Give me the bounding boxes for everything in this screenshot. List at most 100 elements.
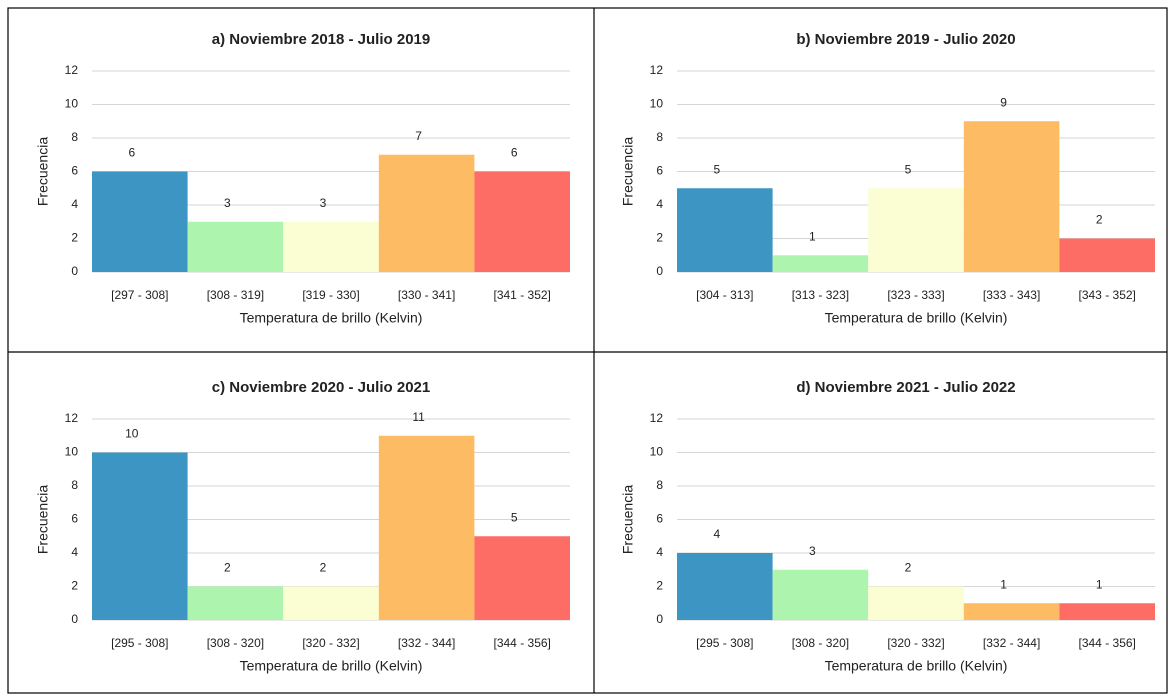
x-tick-label: [297 - 308] [111,288,168,302]
y-axis-label: Frecuencia [35,137,51,206]
x-tick-label: [333 - 343] [983,288,1040,302]
y-tick-label: 4 [71,197,78,211]
y-tick-label: 2 [71,579,78,593]
x-tick-label: [320 - 332] [302,636,359,650]
data-label: 1 [809,229,816,243]
y-tick-label: 0 [656,264,663,278]
table-border [7,7,1168,694]
data-label: 5 [713,162,720,176]
data-label: 11 [412,410,425,424]
bar [283,221,379,272]
y-tick-label: 4 [656,545,663,559]
data-label: 3 [320,196,327,210]
bar [772,569,869,620]
y-tick-label: 2 [656,231,663,245]
bar [92,171,188,272]
bar [474,536,570,620]
x-tick-label: [295 - 308] [696,636,753,650]
x-tick-label: [308 - 320] [792,636,849,650]
y-tick-label: 10 [650,97,664,111]
y-tick-label: 8 [656,130,663,144]
y-tick-label: 10 [650,445,664,459]
y-tick-label: 8 [71,130,78,144]
data-label: 1 [1096,577,1103,591]
x-tick-label: [344 - 356] [494,636,551,650]
x-axis-label: Temperatura de brillo (Kelvin) [825,310,1008,326]
x-tick-label: [332 - 344] [983,636,1040,650]
x-tick-label: [330 - 341] [398,288,455,302]
y-tick-label: 4 [656,197,663,211]
y-tick-label: 0 [71,612,78,626]
x-tick-label: [341 - 352] [494,288,551,302]
y-tick-label: 12 [650,411,664,425]
y-tick-label: 0 [656,612,663,626]
bar [772,255,869,272]
bar [378,435,475,620]
x-tick-label: [320 - 332] [887,636,944,650]
bar [187,221,284,272]
y-tick-label: 6 [71,164,78,178]
x-tick-label: [313 - 323] [792,288,849,302]
bar [474,171,570,272]
y-tick-label: 8 [656,478,663,492]
data-label: 2 [224,561,231,575]
bar [868,188,964,272]
data-label: 3 [224,196,231,210]
bar [1059,603,1155,620]
y-tick-label: 6 [656,512,663,526]
data-label: 7 [415,129,422,143]
x-tick-label: [295 - 308] [111,636,168,650]
bar [187,586,284,620]
data-label: 2 [1096,213,1103,227]
y-tick-label: 12 [65,63,79,77]
chart-title: a) Noviembre 2018 - Julio 2019 [212,31,430,48]
data-label: 6 [128,146,135,160]
y-axis-label: Frecuencia [620,137,636,206]
bar [677,188,773,272]
x-axis-label: Temperatura de brillo (Kelvin) [825,658,1008,674]
y-tick-label: 10 [65,445,79,459]
x-tick-label: [308 - 319] [207,288,264,302]
x-tick-label: [343 - 352] [1079,288,1136,302]
y-axis-label: Frecuencia [35,485,51,554]
x-tick-label: [308 - 320] [207,636,264,650]
bar [677,553,773,620]
data-label: 3 [809,544,816,558]
y-tick-label: 12 [650,63,664,77]
x-axis-label: Temperatura de brillo (Kelvin) [240,310,423,326]
y-tick-label: 4 [71,545,78,559]
chart-title: b) Noviembre 2019 - Julio 2020 [796,31,1015,48]
data-label: 2 [905,561,912,575]
y-tick-label: 12 [65,411,79,425]
data-label: 10 [125,427,139,441]
y-tick-label: 2 [656,579,663,593]
x-tick-label: [304 - 313] [696,288,753,302]
bar [1059,238,1155,272]
chart-title: c) Noviembre 2020 - Julio 2021 [212,379,430,396]
y-tick-label: 6 [656,164,663,178]
bar [963,603,1060,620]
data-label: 1 [1000,577,1007,591]
bar [868,586,964,620]
y-tick-label: 0 [71,264,78,278]
bar [92,452,188,620]
y-tick-label: 6 [71,512,78,526]
data-label: 9 [1000,95,1007,109]
data-label: 5 [905,162,912,176]
chart-title: d) Noviembre 2021 - Julio 2022 [796,379,1015,396]
bar [378,154,475,272]
data-label: 2 [320,561,327,575]
y-tick-label: 10 [65,97,79,111]
data-label: 6 [511,146,518,160]
x-tick-label: [319 - 330] [302,288,359,302]
x-tick-label: [344 - 356] [1079,636,1136,650]
bar [963,121,1060,272]
y-tick-label: 8 [71,478,78,492]
x-axis-label: Temperatura de brillo (Kelvin) [240,658,423,674]
bar [283,586,379,620]
y-axis-label: Frecuencia [620,485,636,554]
data-label: 5 [511,510,518,524]
y-tick-label: 2 [71,231,78,245]
x-tick-label: [332 - 344] [398,636,455,650]
